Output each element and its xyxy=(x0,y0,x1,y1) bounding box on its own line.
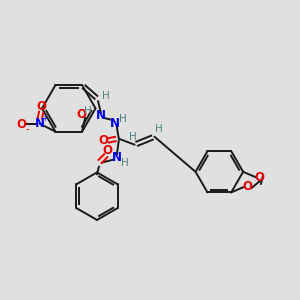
Text: H: H xyxy=(119,114,127,124)
Text: O: O xyxy=(102,144,112,157)
Text: O: O xyxy=(76,108,86,121)
Text: O: O xyxy=(254,171,264,184)
Text: H: H xyxy=(154,124,162,134)
Text: N: N xyxy=(34,117,44,130)
Text: -: - xyxy=(26,124,29,135)
Text: O: O xyxy=(98,134,108,147)
Text: H: H xyxy=(129,132,136,142)
Text: O: O xyxy=(37,100,46,113)
Text: H: H xyxy=(84,106,92,116)
Text: H: H xyxy=(121,158,129,167)
Text: O: O xyxy=(17,118,27,131)
Text: O: O xyxy=(242,180,252,193)
Text: +: + xyxy=(41,114,48,123)
Text: N: N xyxy=(96,110,106,122)
Text: H: H xyxy=(102,91,110,101)
Text: N: N xyxy=(110,117,120,130)
Text: N: N xyxy=(112,151,122,164)
